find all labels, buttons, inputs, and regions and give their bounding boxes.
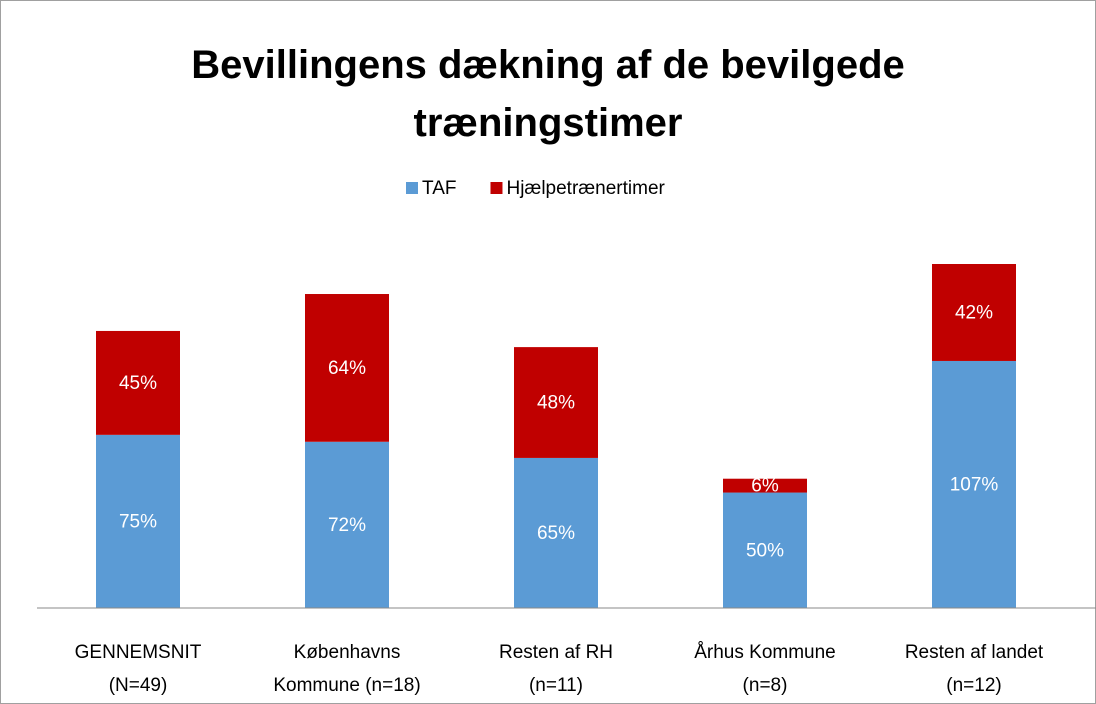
legend-label: TAF: [422, 178, 456, 199]
bar-segment: [932, 360, 1016, 608]
data-label: 42%: [955, 302, 993, 323]
data-label: 50%: [746, 540, 784, 561]
bar-segment: [305, 441, 389, 608]
bar-segment: [305, 294, 389, 442]
bar-segment: [96, 434, 180, 608]
data-label: 107%: [950, 474, 999, 495]
data-label: 75%: [119, 511, 157, 532]
x-tick-label: Århus Kommune (n=8): [694, 642, 836, 696]
legend-swatch: [490, 182, 503, 194]
data-label: 65%: [537, 523, 575, 544]
bar-segment: [514, 347, 598, 458]
data-label: 72%: [328, 515, 366, 536]
chart-title: Bevillingens dækning af de bevilgede træ…: [191, 43, 905, 145]
x-tick-label: Resten af RH (n=11): [498, 642, 614, 696]
bar-segment: [96, 330, 180, 435]
bar-segment: [932, 264, 1016, 361]
x-tick-label: Resten af landet (n=12): [904, 642, 1044, 696]
legend-label: Hjælpetrænertimer: [506, 178, 665, 199]
data-label: 48%: [537, 393, 575, 414]
bar-segment: [514, 457, 598, 608]
data-label: 64%: [328, 358, 366, 379]
legend-swatch: [406, 182, 418, 194]
data-label: 45%: [119, 373, 157, 394]
data-label: 6%: [751, 476, 779, 497]
bar-segment: [723, 492, 807, 608]
bar-segment: [723, 478, 807, 493]
x-tick-label: GENNEMSNIT (N=49): [74, 642, 202, 696]
x-tick-label: Københavns Kommune (n=18): [273, 642, 421, 696]
